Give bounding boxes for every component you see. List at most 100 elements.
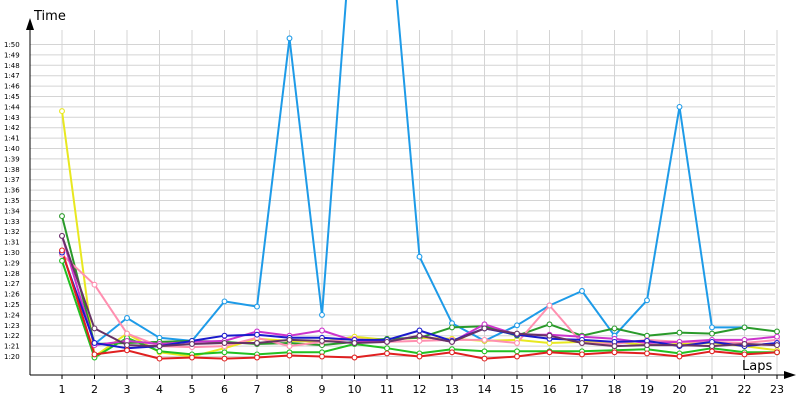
x-tick-label: 12 <box>413 383 427 396</box>
y-tick-label: 1:50 <box>4 41 20 49</box>
data-point <box>286 352 293 359</box>
data-point <box>59 213 65 220</box>
data-point <box>156 343 163 350</box>
data-point <box>286 343 293 350</box>
grid <box>30 30 778 375</box>
x-tick-label: 4 <box>156 383 163 396</box>
y-tick-label: 1:21 <box>4 343 20 351</box>
y-tick-label: 1:44 <box>4 103 20 111</box>
data-point <box>644 350 650 357</box>
data-point <box>384 350 390 357</box>
data-point <box>156 355 163 362</box>
x-tick-label: 3 <box>124 383 131 396</box>
x-tick-label: 19 <box>640 383 654 396</box>
data-point <box>124 330 130 337</box>
data-point <box>221 355 228 362</box>
data-point <box>481 325 488 332</box>
data-point <box>416 353 423 360</box>
data-point <box>644 342 650 349</box>
x-axis-title: Laps <box>742 359 772 374</box>
y-tick-label: 1:27 <box>4 280 20 288</box>
data-point <box>481 355 488 362</box>
x-tick-label: 11 <box>380 383 394 396</box>
x-tick-label: 22 <box>738 383 752 396</box>
y-tick-label: 1:26 <box>4 291 20 299</box>
data-point <box>384 345 390 352</box>
series-points <box>59 35 780 362</box>
data-point <box>611 349 618 356</box>
y-tick-label: 1:34 <box>4 207 20 215</box>
y-tick-label: 1:37 <box>4 176 20 184</box>
y-tick-label: 1:40 <box>4 145 20 153</box>
y-tick-label: 1:25 <box>4 301 20 309</box>
data-point <box>449 324 455 331</box>
x-tick-label: 2 <box>91 383 98 396</box>
data-point <box>351 340 358 346</box>
data-point <box>449 338 455 345</box>
y-tick-label: 1:29 <box>4 259 20 267</box>
x-tick-label: 16 <box>543 383 557 396</box>
data-point <box>546 332 553 339</box>
data-point <box>91 325 98 332</box>
data-point <box>416 332 423 339</box>
data-point <box>221 349 228 356</box>
x-axis-arrow <box>784 371 796 379</box>
data-point <box>59 232 65 239</box>
data-point <box>774 342 780 349</box>
data-point <box>221 340 228 346</box>
data-point <box>286 336 293 343</box>
data-point <box>676 342 683 349</box>
data-point <box>611 325 618 332</box>
x-tick-label: 23 <box>770 383 784 396</box>
x-tick-label: 13 <box>445 383 459 396</box>
data-point <box>124 315 130 321</box>
x-tick-label: 9 <box>319 383 326 396</box>
data-point <box>59 247 65 254</box>
y-tick-label: 1:35 <box>4 197 20 205</box>
y-tick-label: 1:45 <box>4 93 20 101</box>
data-point <box>514 330 520 337</box>
x-tick-labels: 1 2 3 4 5 6 7 8 9 10 11 12 13 14 15 16 17 18 19 20 21 22 23 <box>59 375 784 396</box>
data-point <box>676 103 683 110</box>
x-tick-label: 6 <box>221 383 228 396</box>
data-point <box>286 35 293 42</box>
data-point <box>514 340 520 346</box>
x-tick-label: 7 <box>254 383 261 396</box>
y-tick-label: 1:33 <box>4 218 20 226</box>
data-point <box>481 336 488 343</box>
data-point <box>416 327 423 334</box>
data-point <box>709 324 715 331</box>
x-tick-label: 15 <box>510 383 524 396</box>
y-tick-label: 1:41 <box>4 135 20 143</box>
data-point <box>644 297 650 304</box>
axes <box>26 18 796 379</box>
y-tick-label: 1:49 <box>4 51 20 59</box>
data-point <box>254 354 260 361</box>
y-tick-label: 1:38 <box>4 166 20 174</box>
data-point <box>124 342 130 349</box>
x-tick-label: 17 <box>575 383 589 396</box>
x-tick-label: 21 <box>705 383 719 396</box>
y-tick-label: 1:28 <box>4 270 20 278</box>
data-point <box>676 353 683 360</box>
data-point <box>416 253 423 260</box>
x-tick-label: 18 <box>608 383 622 396</box>
data-point <box>59 108 65 115</box>
data-point <box>319 353 325 360</box>
data-point <box>481 348 488 355</box>
data-point <box>676 329 683 336</box>
data-point <box>384 338 390 345</box>
y-tick-label: 1:48 <box>4 62 20 70</box>
data-point <box>319 327 325 334</box>
data-point <box>91 340 98 346</box>
data-point <box>611 343 618 350</box>
data-point <box>254 340 260 346</box>
y-tick-label: 1:36 <box>4 187 20 195</box>
data-point <box>709 330 715 337</box>
data-point <box>774 349 780 356</box>
data-point <box>91 281 98 288</box>
data-point <box>514 348 520 355</box>
data-point <box>546 302 553 309</box>
